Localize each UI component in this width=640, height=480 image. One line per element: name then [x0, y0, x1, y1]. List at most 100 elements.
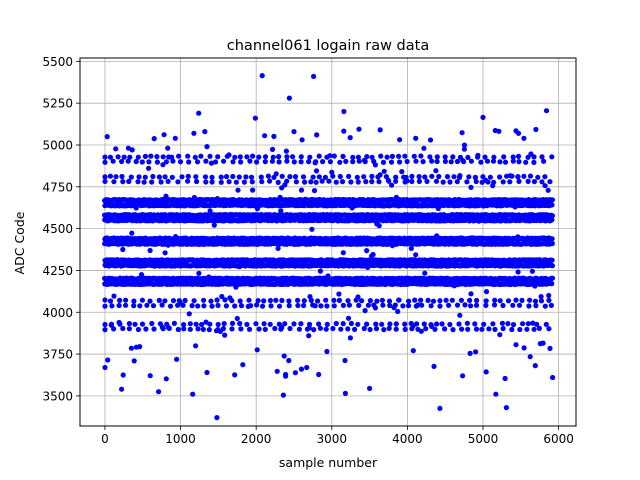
data-point — [123, 302, 129, 308]
data-point — [502, 159, 509, 165]
data-point — [230, 173, 236, 180]
data-point — [442, 326, 448, 332]
data-point — [478, 159, 484, 165]
data-point — [237, 320, 243, 327]
data-point — [497, 159, 503, 165]
data-point — [186, 159, 192, 165]
data-point — [310, 174, 316, 180]
data-point — [388, 159, 395, 165]
data-point — [221, 158, 227, 164]
data-point — [236, 174, 242, 180]
data-point — [340, 321, 346, 327]
data-point — [510, 302, 516, 308]
data-point — [338, 326, 344, 332]
data-point — [128, 174, 134, 180]
data-point — [117, 297, 123, 303]
data-point — [267, 297, 273, 304]
data-point — [275, 179, 281, 185]
data-point — [327, 159, 333, 165]
data-point — [139, 159, 145, 165]
data-point — [499, 320, 505, 326]
data-point — [259, 303, 266, 309]
data-point — [156, 174, 162, 180]
data-point — [109, 303, 115, 309]
data-point — [230, 159, 236, 165]
data-point — [490, 321, 496, 327]
data-point — [380, 302, 386, 308]
data-point — [136, 174, 142, 180]
data-point — [436, 173, 442, 180]
data-point — [267, 321, 273, 327]
data-point — [373, 321, 379, 327]
data-point — [531, 179, 538, 185]
data-point — [433, 178, 440, 184]
data-point — [481, 321, 487, 327]
data-point — [119, 173, 125, 180]
data-point — [208, 298, 214, 304]
data-point — [355, 321, 361, 327]
data-point — [150, 173, 156, 180]
data-point — [171, 320, 177, 326]
data-point — [323, 297, 329, 303]
data-point — [267, 178, 273, 184]
data-point — [466, 174, 472, 180]
data-point — [177, 159, 184, 165]
data-point — [286, 298, 292, 304]
data-point — [298, 321, 304, 327]
data-point — [454, 158, 460, 165]
data-point — [273, 297, 279, 303]
data-point — [356, 302, 362, 308]
data-point — [135, 326, 141, 333]
data-point — [331, 303, 337, 309]
data-point — [193, 321, 199, 327]
data-point — [402, 321, 408, 327]
data-point — [487, 174, 493, 180]
data-point — [450, 327, 456, 333]
data-point — [525, 178, 531, 184]
data-point — [175, 179, 181, 185]
data-point — [402, 326, 408, 332]
data-point — [434, 321, 440, 327]
data-point — [531, 159, 537, 165]
data-point — [348, 320, 354, 327]
data-point — [459, 326, 465, 332]
data-point — [373, 326, 380, 332]
data-point — [479, 326, 485, 332]
data-point — [158, 179, 164, 185]
data-point — [549, 263, 556, 269]
data-point — [265, 173, 271, 179]
data-point — [516, 159, 522, 165]
data-point — [102, 303, 108, 309]
data-point — [492, 297, 498, 303]
data-point — [379, 321, 385, 327]
data-point — [543, 321, 549, 327]
data-point — [246, 326, 253, 332]
data-point — [195, 303, 201, 309]
data-point — [340, 302, 346, 308]
data-point — [345, 326, 351, 332]
data-point — [238, 159, 244, 165]
data-point — [422, 174, 428, 180]
data-point — [291, 321, 297, 327]
data-point — [194, 159, 201, 165]
data-point — [233, 179, 239, 185]
data-point — [367, 326, 373, 333]
data-point — [509, 326, 515, 333]
data-point — [102, 321, 108, 328]
data-point — [202, 174, 209, 180]
data-point — [491, 302, 498, 308]
data-point — [102, 159, 108, 165]
data-point — [131, 298, 137, 304]
data-point — [531, 326, 537, 332]
data-point — [421, 321, 427, 327]
data-point — [215, 302, 221, 308]
data-point — [253, 321, 259, 327]
data-point — [268, 303, 274, 309]
data-point — [215, 321, 221, 328]
data-point — [447, 179, 453, 185]
data-point — [497, 298, 503, 304]
data-point — [102, 297, 108, 303]
data-point — [406, 298, 412, 304]
data-point — [203, 158, 209, 164]
data-point — [424, 178, 430, 184]
